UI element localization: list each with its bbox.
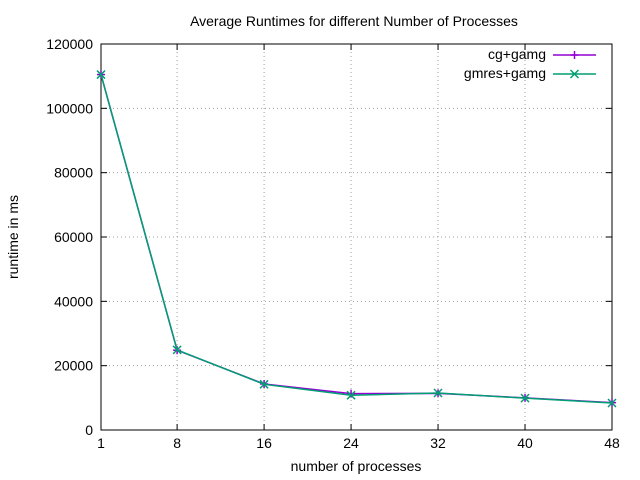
x-tick-label: 40 — [517, 435, 533, 451]
data-point-gmres-gamg-d2 — [433, 388, 443, 398]
data-point-gmres-gamg-d2 — [172, 345, 182, 355]
legend-label-cg-gamg: cg+gamg — [488, 46, 546, 62]
data-point-gmres-gamg — [259, 379, 269, 389]
legend-marker-cg-gamg — [570, 51, 579, 59]
y-tick-label: 40000 — [54, 293, 93, 309]
chart-title: Average Runtimes for different Number of… — [190, 13, 518, 29]
x-tick-label: 16 — [256, 435, 272, 451]
legend: cg+gamg gmres+gamg — [464, 46, 596, 81]
axes-layer: 1 8 16 24 32 40 48 0 20000 40000 60000 80000 100000 1… — [46, 36, 620, 451]
y-tick-label: 0 — [85, 422, 93, 438]
x-tick-label: 48 — [604, 435, 620, 451]
data-point-gmres-gamg-d2 — [520, 393, 530, 403]
y-tick-label: 80000 — [54, 165, 93, 181]
data-point-gmres-gamg-d2 — [96, 70, 106, 80]
data-point-gmres-gamg — [520, 393, 530, 403]
x-tick-label: 8 — [173, 435, 181, 451]
series-layer — [96, 70, 617, 408]
data-point-gmres-gamg — [433, 388, 443, 398]
data-point-gmres-gamg — [96, 70, 106, 80]
y-tick-label: 60000 — [54, 229, 93, 245]
grid-layer — [101, 44, 612, 430]
y-tick-label: 120000 — [46, 36, 93, 52]
x-tick-label: 1 — [97, 435, 105, 451]
x-tick-label: 24 — [343, 435, 359, 451]
legend-marker-gmres-gamg — [569, 69, 580, 79]
data-point-gmres-gamg-d2 — [607, 398, 617, 408]
data-point-gmres-gamg — [172, 345, 182, 355]
y-axis-label: runtime in ms — [5, 195, 21, 279]
data-point-gmres-gamg-d2 — [259, 379, 269, 389]
legend-marker-gmres-gamg-d2 — [569, 69, 580, 79]
data-point-gmres-gamg — [607, 398, 617, 408]
y-tick-label: 100000 — [46, 100, 93, 116]
y-tick-label: 20000 — [54, 358, 93, 374]
data-point-gmres-gamg — [346, 390, 356, 400]
x-tick-label: 32 — [430, 435, 446, 451]
x-axis-label: number of processes — [291, 458, 422, 474]
data-point-gmres-gamg-d2 — [346, 390, 356, 400]
legend-label-gmres-gamg: gmres+gamg — [464, 65, 546, 81]
